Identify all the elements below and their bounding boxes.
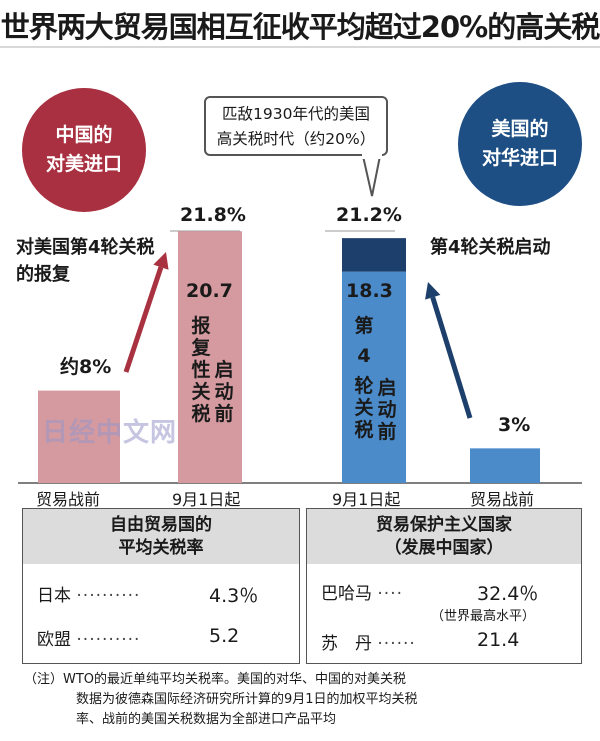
us-caption-char: 4	[357, 345, 371, 367]
us-caption2-char: 前	[377, 421, 397, 443]
china-imports-badge: 中国的 对美进口	[22, 88, 146, 212]
free-trade-head1: 自由贸易国的	[110, 515, 212, 535]
us-current-value-label: 21.2%	[336, 204, 402, 226]
us-current-category: 9月1日起	[332, 490, 401, 509]
us-caption-char: 第	[354, 315, 374, 337]
callout-pointer-mask	[362, 150, 382, 159]
leader-dots: ··········	[76, 586, 141, 606]
callout-pointer	[361, 155, 382, 197]
us-caption-char: 轮	[354, 375, 374, 397]
us-round4-caption: 第 4 轮 关 税	[353, 315, 375, 441]
bar-us-current-increment	[342, 238, 406, 272]
cn-increase-arrow-shaft	[123, 266, 164, 373]
us-increase-arrow-shaft	[430, 296, 473, 419]
bars-group	[38, 231, 540, 483]
cn-current-category: 9月1日起	[172, 490, 241, 509]
cn-increase-arrow-head	[153, 252, 169, 270]
cn-prewar-value-label: 约8%	[60, 356, 112, 378]
us-annotation: 第4轮关税启动	[430, 237, 551, 258]
free-trade-head2: 平均关税率	[118, 538, 204, 558]
cn-retaliatory-caption: 报 复 性 关 税	[190, 315, 212, 425]
china-badge-line1: 中国的	[55, 124, 113, 146]
footnote: （注）WTO的最近单纯平均关税率。美国的对华、中国的对美关税 数据为彼德森国际经…	[24, 670, 592, 730]
chart-title: 世界两大贸易国相互征收平均超过20%的高关税	[0, 10, 600, 44]
cn-before-start-caption: 启 动 前	[213, 359, 235, 425]
protectionist-box: 贸易保护主义国家 （发展中国家） 巴哈马 ···· 32.4％ （世界最高水平）…	[306, 508, 582, 664]
free-trade-row-name: 欧盟	[37, 630, 71, 650]
cn-caption2-char: 前	[214, 403, 234, 425]
us-prewar-category: 贸易战前	[470, 490, 535, 509]
footnote-line1: （注）WTO的最近单纯平均关税率。美国的对华、中国的对美关税	[24, 672, 407, 687]
title-divider	[0, 46, 600, 48]
free-trade-row-name: 日本	[37, 586, 71, 606]
us-imports-badge: 美国的 对华进口	[458, 82, 582, 206]
cn-caption-char: 报	[191, 315, 211, 337]
free-trade-box: 自由贸易国的 平均关税率 日本 ·········· 4.3％ 欧盟 ·····…	[22, 508, 300, 664]
us-badge-line1: 美国的	[491, 118, 549, 140]
us-base-value-label: 18.3	[346, 280, 393, 302]
cn-caption2-char: 启	[214, 359, 234, 381]
us-increase-arrow-head	[425, 282, 441, 300]
protectionist-head2: （发展中国家）	[384, 538, 504, 558]
free-trade-row: 日本 ·········· 4.3％	[37, 581, 287, 607]
cn-caption2-char: 动	[214, 381, 234, 403]
free-trade-row-value: 4.3％	[209, 585, 259, 607]
bar-us-prewar	[470, 448, 540, 483]
callout-line1: 匹敌1930年代的美国	[222, 105, 370, 123]
us-caption2-char: 启	[377, 377, 397, 399]
leader-dots: ······	[377, 634, 416, 654]
cn-current-value-label: 21.8%	[180, 204, 246, 226]
china-annotation: 对美国第4轮关税的报复	[16, 237, 155, 285]
us-caption2-char: 动	[377, 399, 397, 421]
cn-caption-char: 复	[191, 337, 211, 359]
world-highest-note: （世界最高水平）	[431, 609, 536, 624]
protectionist-row-value: 21.4	[477, 629, 520, 651]
us-caption-char: 税	[354, 419, 374, 441]
protectionist-row-name: 苏 丹	[321, 634, 372, 654]
cn-base-value-label: 20.7	[186, 280, 233, 302]
footnote-line2: 数据为彼德森国际经济研究所计算的9月1日的加权平均关税	[76, 692, 418, 707]
cn-caption-char: 关	[191, 381, 211, 403]
leader-dots: ····	[377, 584, 404, 604]
free-trade-row-value: 5.2	[209, 625, 240, 647]
cn-caption-char: 税	[191, 403, 211, 425]
us-before-start-caption: 启 动 前	[376, 377, 398, 443]
protectionist-row: 巴哈马 ···· 32.4％	[321, 579, 571, 605]
callout-box: 匹敌1930年代的美国 高关税时代（约20%）	[204, 96, 388, 156]
us-prewar-value-label: 3%	[498, 414, 531, 436]
free-trade-row: 欧盟 ·········· 5.2	[37, 625, 287, 650]
callout-line2: 高关税时代（约20%）	[216, 130, 376, 148]
bar-cn-current	[178, 231, 242, 483]
protectionist-row: 苏 丹 ······ 21.4	[321, 629, 571, 654]
cn-caption-char: 性	[191, 359, 211, 381]
protectionist-head1: 贸易保护主义国家	[376, 515, 512, 535]
footnote-line3: 率、战前的美国关税数据为全部进口产品平均	[76, 712, 337, 727]
arrows-group	[123, 252, 473, 419]
protectionist-row-name: 巴哈马	[321, 584, 372, 604]
bar-cn-prewar	[38, 390, 120, 483]
leader-dots: ··········	[76, 630, 141, 650]
cn-prewar-category: 贸易战前	[36, 490, 101, 509]
china-badge-line2: 对美进口	[45, 153, 122, 175]
us-caption-char: 关	[354, 397, 374, 419]
us-badge-line2: 对华进口	[481, 147, 558, 169]
protectionist-header: 贸易保护主义国家 （发展中国家）	[307, 509, 581, 564]
bar-us-current-base	[342, 271, 406, 483]
free-trade-header: 自由贸易国的 平均关税率	[23, 509, 299, 564]
protectionist-row-value: 32.4％	[477, 583, 539, 605]
watermark: 日经中文网	[42, 418, 178, 448]
